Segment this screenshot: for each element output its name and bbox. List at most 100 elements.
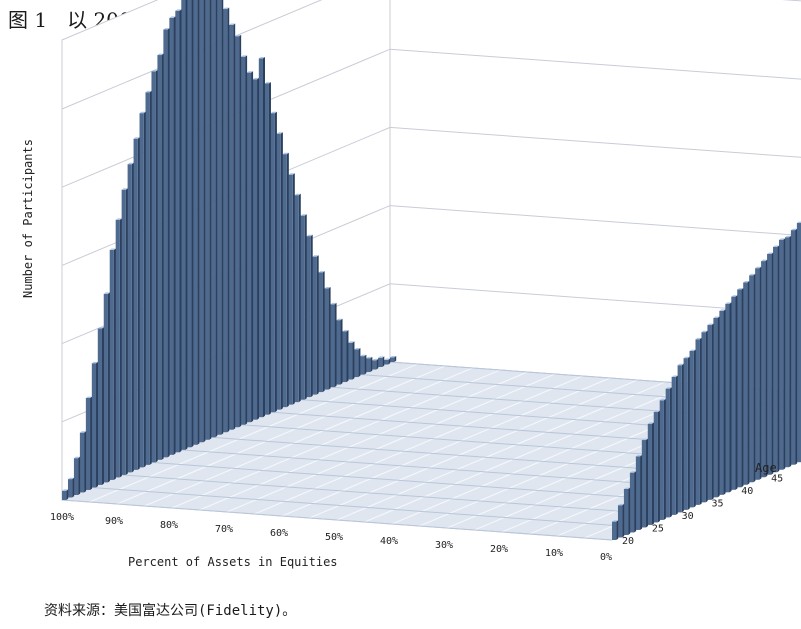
bar-top	[796, 221, 801, 224]
bar	[121, 188, 128, 475]
bar-front	[767, 253, 772, 475]
floor-line	[89, 363, 418, 503]
bar-front	[749, 275, 754, 483]
bar	[258, 57, 265, 418]
bar	[67, 477, 75, 498]
bar-front	[713, 317, 718, 498]
bar	[707, 323, 714, 500]
bar-top	[354, 348, 361, 350]
bar-top	[372, 358, 379, 361]
bar-top	[378, 356, 385, 358]
bar-side	[113, 248, 116, 480]
bar-top	[647, 422, 654, 424]
bar-side	[209, 0, 212, 440]
bar-front	[181, 0, 186, 450]
bar-top	[683, 356, 690, 359]
bar-side	[735, 295, 738, 490]
bar	[223, 7, 230, 433]
bar	[796, 221, 801, 463]
bar-top	[659, 398, 666, 401]
bar-side	[96, 361, 99, 488]
bar-top	[121, 188, 128, 190]
bar-side	[310, 234, 313, 398]
bar-side	[693, 349, 696, 508]
bar-side	[346, 330, 349, 383]
bar-top	[115, 218, 122, 220]
bar-top	[276, 132, 283, 134]
bar-front	[731, 296, 736, 490]
bar	[187, 0, 194, 448]
bar-top	[240, 55, 248, 57]
bar-side	[376, 358, 379, 370]
bar	[641, 438, 649, 528]
bar	[115, 218, 122, 478]
bar-side	[298, 193, 301, 403]
bar	[294, 193, 301, 403]
bar-front	[79, 432, 85, 493]
bar-front	[719, 310, 724, 495]
bar-top	[151, 69, 158, 72]
bar-side	[789, 235, 792, 468]
x-tick-label: 20%	[490, 544, 508, 555]
bar	[145, 90, 152, 465]
bar-top	[67, 477, 75, 480]
y-tick-label: 30	[682, 511, 694, 522]
bar	[635, 454, 643, 530]
bar-front	[360, 356, 365, 375]
bar	[103, 292, 110, 483]
floor-line	[61, 499, 613, 541]
bar-side	[705, 330, 708, 503]
bar-front	[139, 113, 144, 468]
bar-top	[85, 396, 93, 398]
bar-top	[689, 349, 696, 351]
bar-side	[245, 55, 248, 425]
floor-line	[116, 365, 446, 505]
bar-front	[234, 36, 240, 428]
x-tick-label: 80%	[160, 520, 178, 531]
source-note: 资料来源：美国富达公司(Fidelity)。	[44, 603, 297, 619]
bar	[62, 489, 69, 500]
bar	[372, 358, 379, 370]
bar-front	[348, 342, 353, 380]
bar-top	[79, 431, 87, 433]
bar-front	[217, 0, 222, 435]
bar-side	[640, 454, 643, 530]
bar-side	[616, 520, 619, 540]
bar-side	[173, 16, 176, 455]
bar	[169, 16, 176, 455]
bar-front	[689, 350, 694, 508]
bar-top	[157, 53, 164, 56]
bar-top	[713, 316, 720, 318]
bar-front	[175, 10, 180, 453]
bar	[790, 228, 798, 465]
bar-front	[671, 376, 676, 515]
bar-front	[276, 133, 281, 410]
bar	[737, 288, 744, 488]
bar-front	[157, 55, 162, 460]
bar-side	[777, 245, 780, 473]
bar-top	[163, 28, 170, 30]
bar	[378, 356, 385, 368]
bar-front	[264, 83, 269, 415]
bar-front	[324, 288, 329, 390]
bar-front	[199, 0, 204, 443]
bar-front	[623, 488, 629, 535]
bar-front	[659, 400, 664, 520]
bar-top	[300, 214, 307, 216]
bar	[659, 398, 666, 520]
bar-front	[677, 365, 682, 513]
bar-side	[783, 238, 786, 470]
bar	[228, 23, 236, 430]
y-tick-label: 35	[711, 498, 723, 509]
bar-front	[282, 154, 287, 408]
bar	[677, 363, 684, 513]
bar-top	[749, 273, 756, 276]
bar-front	[612, 521, 617, 540]
bar	[163, 28, 170, 458]
bar-front	[205, 0, 210, 440]
bar	[773, 245, 780, 473]
bar-front	[115, 219, 120, 478]
bar-front	[300, 215, 305, 400]
bar-side	[215, 0, 218, 438]
bar-front	[366, 358, 371, 373]
